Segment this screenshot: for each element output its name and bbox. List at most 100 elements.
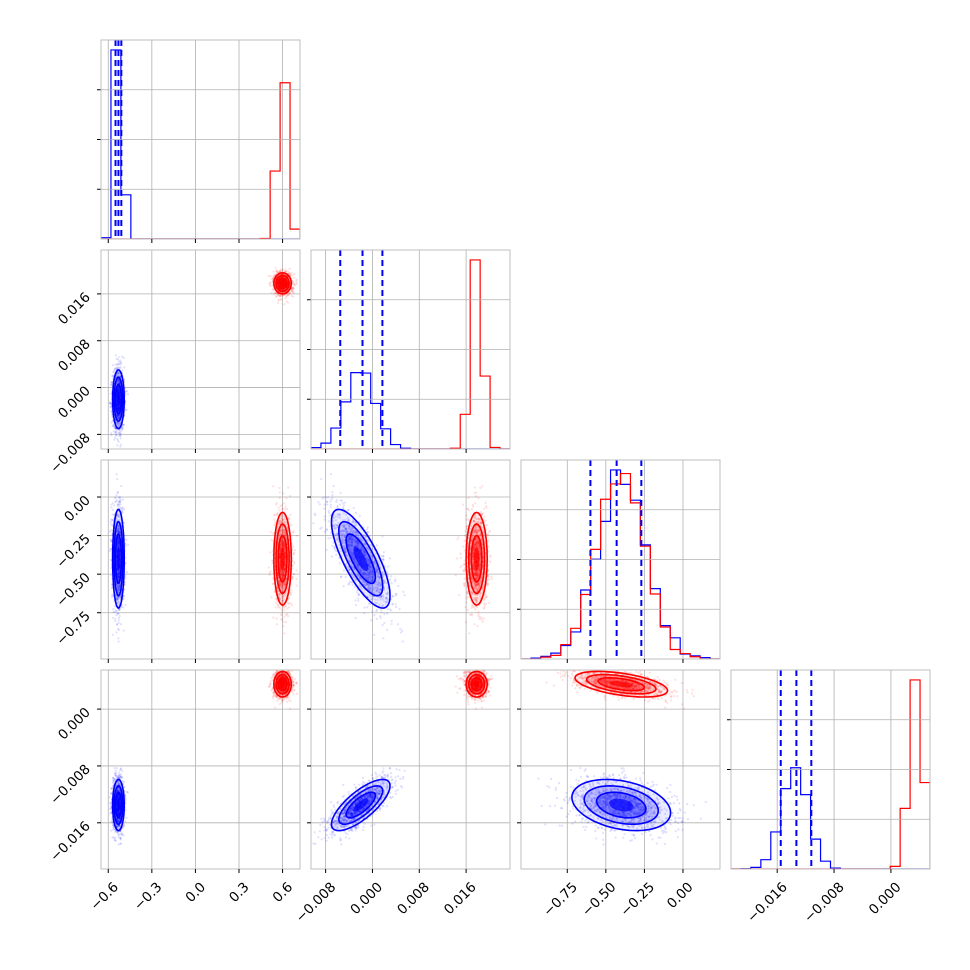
scatter-point (293, 551, 296, 554)
scatter-point (279, 544, 283, 547)
scatter-point (290, 294, 293, 297)
scatter-point (269, 531, 272, 534)
scatter-point (284, 268, 287, 271)
scatter-point (269, 281, 272, 284)
scatter-point (117, 503, 120, 506)
scatter-point (114, 430, 117, 433)
scatter-point (117, 407, 121, 410)
scatter-point (279, 504, 282, 508)
scatter-point (295, 279, 298, 282)
scatter-point (117, 386, 120, 389)
scatter-point (283, 533, 286, 536)
scatter-point (124, 576, 127, 580)
scatter-point (281, 543, 285, 546)
scatter-point (116, 444, 119, 447)
scatter-point (116, 526, 120, 529)
scatter-point (118, 589, 121, 592)
scatter-point (117, 540, 120, 543)
scatter-point (114, 500, 117, 504)
scatter-point (282, 599, 285, 602)
scatter-point (117, 576, 120, 579)
scatter-point (283, 592, 286, 596)
scatter-point (118, 500, 121, 503)
scatter-point (280, 278, 283, 282)
scatter-point (117, 571, 120, 574)
scatter-point (117, 515, 120, 518)
scatter-point (117, 415, 120, 418)
scatter-point (117, 381, 121, 385)
scatter-point (114, 354, 117, 357)
scatter-point (286, 589, 289, 592)
scatter-point (116, 527, 120, 530)
scatter-point (117, 529, 120, 532)
scatter-point (117, 408, 120, 411)
scatter-point (110, 506, 113, 509)
scatter-point (117, 424, 120, 427)
scatter-point (271, 284, 274, 287)
scatter-point (282, 598, 285, 601)
scatter-point (117, 408, 120, 411)
scatter-point (115, 609, 118, 613)
scatter-point (282, 571, 285, 574)
scatter-point (282, 573, 285, 576)
scatter-point (115, 596, 118, 599)
scatter-point (268, 283, 271, 286)
scatter-point (114, 496, 117, 499)
scatter-point (272, 289, 275, 292)
scatter-point (119, 366, 122, 369)
scatter-point (291, 291, 294, 294)
scatter-point (277, 537, 280, 540)
scatter-point (269, 275, 272, 278)
scatter-point (116, 372, 119, 375)
scatter-point (110, 434, 113, 437)
panel-frame (100, 39, 301, 240)
scatter-point (280, 587, 284, 590)
scatter-point (117, 408, 120, 411)
scatter-point (281, 582, 284, 585)
histogram-p1-series-1 (101, 49, 300, 239)
scatter-point (117, 379, 120, 382)
scatter-point (115, 366, 118, 369)
scatter-point (281, 294, 284, 297)
scatter-point (117, 573, 120, 576)
scatter-point (278, 282, 281, 285)
scatter-point (284, 518, 287, 521)
scatter-point (286, 507, 289, 511)
histogram-p2-series-2 (311, 259, 510, 449)
scatter-point (280, 541, 284, 544)
scatter-point (279, 268, 282, 271)
scatter-point (122, 356, 125, 359)
scatter-point (282, 544, 286, 547)
scatter-point (109, 547, 112, 550)
scatter-point (111, 502, 115, 505)
scatter-point (280, 298, 283, 301)
scatter-point (279, 613, 283, 616)
scatter-point (124, 545, 127, 548)
scatter-point (125, 408, 128, 412)
scatter-point (277, 506, 280, 509)
scatter-point (118, 530, 121, 534)
scatter-point (117, 570, 121, 574)
scatter-point (280, 519, 283, 523)
scatter-point (292, 531, 295, 534)
scatter-point (282, 575, 285, 578)
scatter-point (279, 549, 282, 552)
scatter-point (281, 573, 284, 576)
scatter-point (280, 570, 283, 573)
scatter-point (285, 295, 288, 298)
scatter-point (119, 623, 123, 626)
scatter-point (115, 434, 118, 437)
scatter-point (117, 406, 120, 409)
scatter-point (280, 278, 283, 282)
scatter-point (287, 271, 290, 274)
scatter-point (117, 571, 120, 574)
scatter-point (282, 574, 285, 577)
scatter-point (117, 591, 120, 594)
scatter-point (281, 285, 284, 288)
scatter-point (109, 383, 113, 386)
scatter-point (269, 284, 272, 288)
scatter-point (282, 285, 285, 288)
scatter-point (117, 637, 120, 640)
scatter-point (282, 541, 286, 545)
